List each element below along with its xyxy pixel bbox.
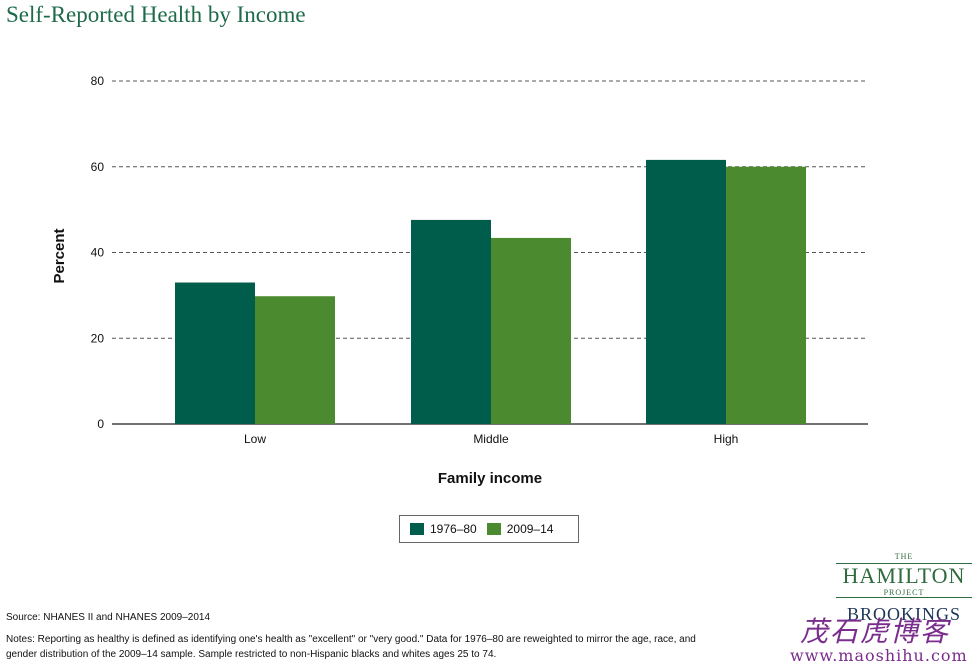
y-tick-label: 40 [91, 246, 105, 260]
y-tick-label: 60 [91, 160, 105, 174]
legend-label-1976-80: 1976–80 [430, 522, 477, 536]
legend-item-2009-14: 2009–14 [486, 522, 554, 536]
watermark-url: www.maoshihu.com [790, 646, 968, 665]
bar-high-series-1 [646, 159, 726, 424]
x-tick-labels: Low Middle High [244, 432, 738, 446]
x-axis-label: Family income [438, 470, 542, 487]
hamilton-brookings-logo: THE HAMILTON PROJECT BROOKINGS [836, 552, 972, 625]
bar-middle-series-1 [411, 219, 491, 424]
watermark-text: 茂石虎博客 [800, 615, 951, 648]
logo-brookings: BROOKINGS [846, 604, 961, 624]
bar-low-series-1 [175, 282, 255, 424]
bar-high-series-2 [726, 166, 806, 424]
legend-swatch-1976-80 [410, 523, 424, 535]
logo-frame: HAMILTON PROJECT [836, 563, 972, 598]
bar-middle-series-2 [491, 237, 571, 424]
x-tick-label: Low [244, 432, 266, 446]
y-tick-label: 0 [97, 417, 104, 431]
y-tick-label: 20 [91, 331, 105, 345]
logo-the: THE [894, 552, 914, 561]
y-axis-label: Percent [51, 228, 68, 283]
source-note: Source: NHANES II and NHANES 2009–2014 [6, 612, 210, 623]
legend-swatch-2009-14 [486, 523, 501, 535]
legend-item-1976-80: 1976–80 [410, 522, 477, 536]
y-tick-label: 80 [91, 74, 105, 88]
notes: Notes: Reporting as healthy is defined a… [6, 634, 696, 660]
bar-low-series-2 [255, 296, 335, 424]
legend-label-2009-14: 2009–14 [506, 522, 554, 536]
bars [175, 159, 806, 424]
legend: 1976–80 2009–14 [399, 515, 579, 543]
x-tick-label: High [714, 432, 739, 446]
logo-hamilton: HAMILTON [842, 563, 966, 588]
y-tick-labels: 0 20 40 60 80 [91, 74, 105, 431]
x-tick-label: Middle [473, 432, 509, 446]
chart-title: Self-Reported Health by Income [6, 2, 306, 27]
logo-project: PROJECT [883, 588, 925, 597]
